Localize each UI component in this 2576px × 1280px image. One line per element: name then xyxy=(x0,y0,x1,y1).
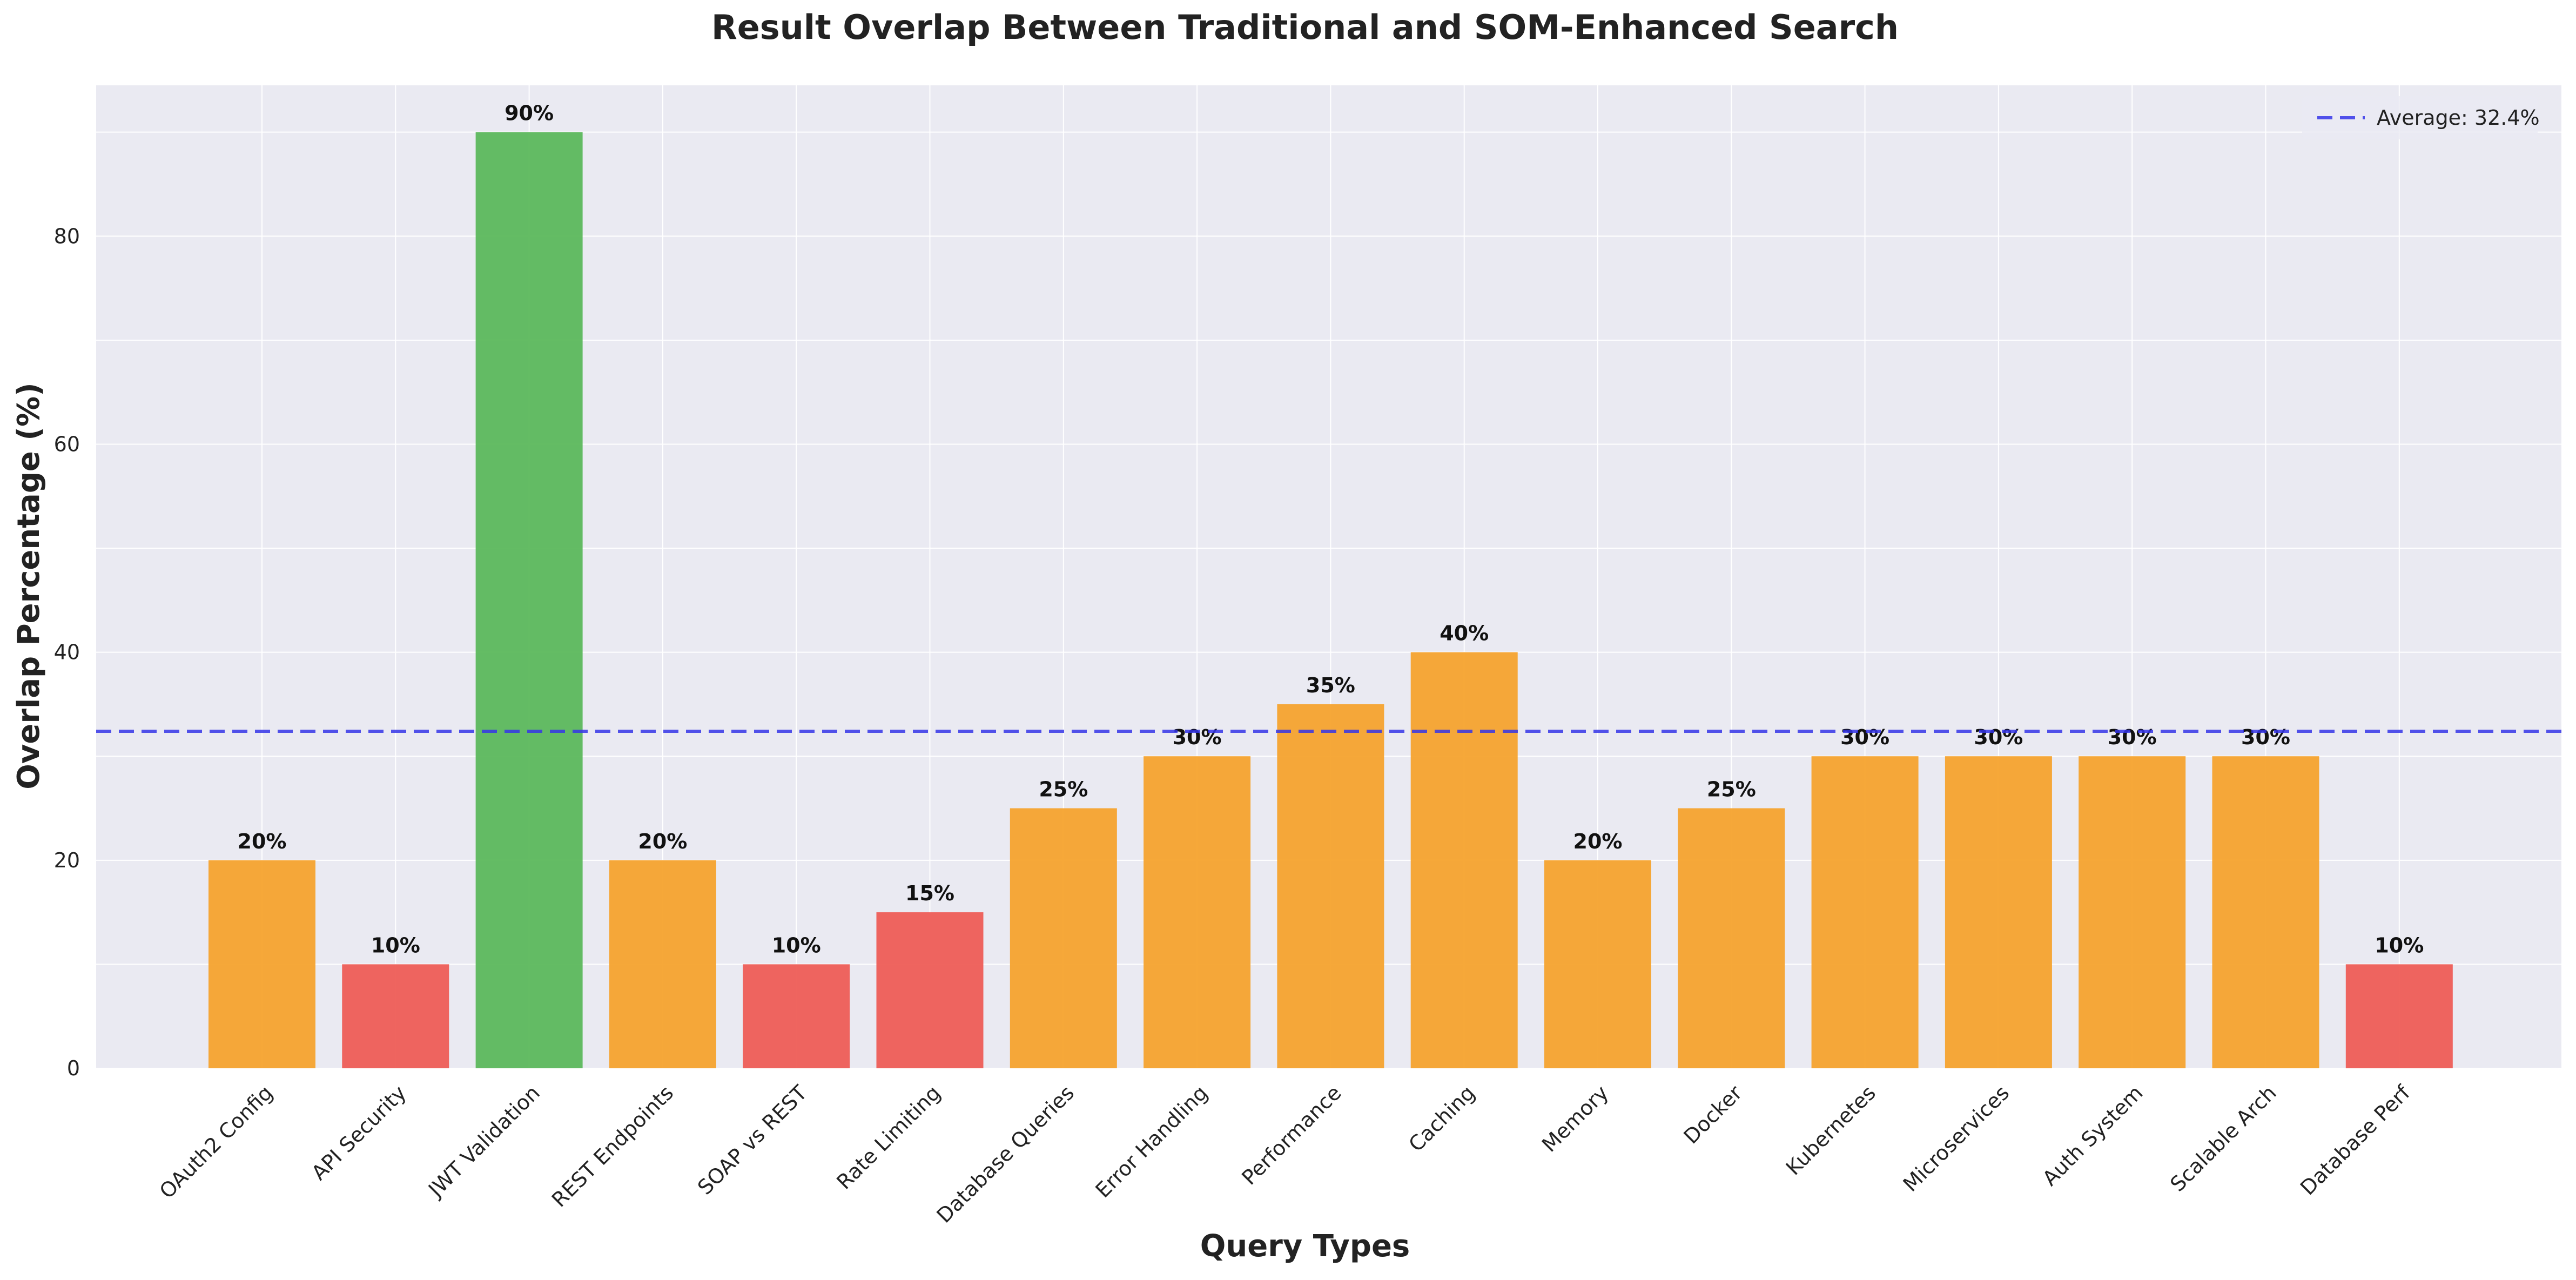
bar xyxy=(609,860,716,1068)
y-tick-label: 0 xyxy=(67,1056,80,1080)
legend-average-label: Average: 32.4% xyxy=(2377,106,2540,130)
bar xyxy=(1678,808,1785,1068)
bar xyxy=(1945,756,2052,1068)
chart-title: Result Overlap Between Traditional and S… xyxy=(711,8,1899,47)
data-label: 20% xyxy=(238,830,287,853)
x-axis-label: Query Types xyxy=(1200,1229,1410,1264)
bar xyxy=(876,912,984,1068)
bar xyxy=(1277,704,1384,1068)
x-tick-label: Scalable Arch xyxy=(2165,1081,2281,1196)
y-tick-label: 20 xyxy=(54,848,80,872)
data-label: 30% xyxy=(2108,725,2157,749)
y-tick-label: 60 xyxy=(54,432,80,456)
x-tick-label: API Security xyxy=(307,1081,411,1185)
x-axis-ticks: OAuth2 Config API Security JWT Validation R… xyxy=(155,1080,2416,1228)
x-tick-label: Caching xyxy=(1404,1081,1479,1156)
bar xyxy=(1144,756,1251,1068)
x-tick-label: Performance xyxy=(1237,1081,1346,1189)
y-axis-ticks: 0 20 40 60 80 xyxy=(54,224,80,1080)
x-tick-label: SOAP vs REST xyxy=(693,1081,812,1200)
x-tick-label: Error Handling xyxy=(1091,1081,1213,1202)
data-labels: 20% 10% 90% 20% 10% 15% 25% 30% 35% 40% 20% 25% 30% 3… xyxy=(238,102,2424,958)
data-label: 90% xyxy=(505,102,554,125)
x-tick-label: REST Endpoints xyxy=(547,1081,678,1211)
data-label: 20% xyxy=(1573,830,1623,853)
bar xyxy=(2212,756,2319,1068)
x-tick-label: Docker xyxy=(1679,1081,1746,1148)
data-label: 25% xyxy=(1039,778,1088,801)
x-tick-label: Kubernetes xyxy=(1781,1081,1880,1180)
x-tick-label: Rate Limiting xyxy=(832,1081,945,1194)
bar xyxy=(342,964,449,1068)
data-label: 25% xyxy=(1707,778,1756,801)
data-label: 35% xyxy=(1306,673,1355,697)
data-label: 30% xyxy=(1173,725,1222,749)
legend: Average: 32.4% xyxy=(2302,96,2540,139)
x-tick-label: Memory xyxy=(1537,1081,1613,1156)
y-tick-label: 40 xyxy=(54,641,80,664)
data-label: 15% xyxy=(905,881,954,905)
bar xyxy=(2079,756,2186,1068)
bar xyxy=(1544,860,1651,1068)
x-tick-label: OAuth2 Config xyxy=(155,1081,278,1203)
x-tick-label: Database Queries xyxy=(932,1081,1079,1228)
x-tick-label: Microservices xyxy=(1899,1081,2014,1196)
x-tick-label: Database Perf xyxy=(2296,1080,2415,1200)
y-axis-label: Overlap Percentage (%) xyxy=(11,382,46,789)
legend-box xyxy=(2302,96,2538,139)
bar xyxy=(1410,652,1518,1068)
bar xyxy=(1811,756,1919,1068)
data-label: 10% xyxy=(772,933,821,957)
bar xyxy=(2345,964,2453,1068)
bar xyxy=(1010,808,1117,1068)
data-label: 10% xyxy=(371,933,420,957)
data-label: 30% xyxy=(1840,725,1889,749)
y-tick-label: 80 xyxy=(54,224,80,248)
bars xyxy=(208,132,2453,1069)
x-tick-label: JWT Validation xyxy=(423,1081,544,1202)
data-label: 20% xyxy=(638,830,687,853)
bar xyxy=(743,964,850,1068)
bar xyxy=(208,860,315,1068)
x-tick-label: Auth System xyxy=(2038,1081,2148,1190)
data-label: 30% xyxy=(2241,725,2290,749)
data-label: 10% xyxy=(2375,933,2424,957)
data-label: 40% xyxy=(1440,622,1489,645)
data-label: 30% xyxy=(1974,725,2023,749)
bar xyxy=(475,132,583,1069)
